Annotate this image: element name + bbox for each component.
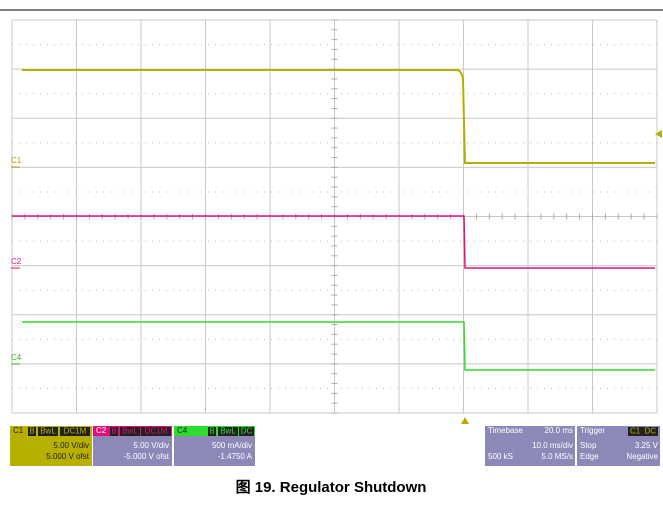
badge-text: B (29, 427, 34, 436)
badge (60, 427, 90, 436)
badge-text: B (111, 427, 116, 436)
trace-label: C2 (11, 257, 22, 266)
badge (38, 427, 58, 436)
trigger-type: Edge (580, 452, 599, 461)
badge (110, 427, 118, 436)
trigger-slope: Negative (626, 452, 658, 461)
trigger-channel: C1 (630, 427, 641, 436)
badge (218, 427, 238, 436)
trace-c4 (22, 321, 655, 371)
badge-text: BwL (220, 427, 236, 436)
timebase-label: Timebase (488, 426, 523, 435)
badge-text: DC (241, 427, 253, 436)
channel-offset: -1.4750 A (218, 452, 253, 461)
trace-c2 (12, 215, 655, 269)
caption: 图 19. Regulator Shutdown (236, 479, 427, 496)
trace-label: C1 (11, 156, 22, 165)
badge (208, 427, 216, 436)
badge (239, 427, 254, 436)
badge (120, 427, 140, 436)
trace-c1 (22, 69, 655, 164)
trace-label: C4 (11, 353, 22, 362)
timebase-rate: 5.0 MS/s (541, 452, 573, 461)
timebase-scale: 10.0 ms/div (532, 441, 573, 450)
badge-text: BwL (122, 427, 138, 436)
channel-offset: -5.000 V ofst (124, 452, 170, 461)
channel-scale: 5.00 V/div (133, 441, 169, 450)
badge (141, 427, 171, 436)
trigger-label: Trigger (580, 426, 605, 435)
channel-scale: 500 mA/div (212, 441, 252, 450)
trigger-coupling: DC (644, 427, 656, 436)
channel-label: C1 (13, 426, 24, 435)
timebase-delay: 20.0 ms (545, 426, 573, 435)
badge (28, 427, 36, 436)
timebase-samples: 500 kS (488, 452, 513, 461)
trigger-mode: Stop (580, 441, 597, 450)
trigger-level: 3.25 V (635, 441, 659, 450)
badge-text: BwL (40, 427, 56, 436)
channel-label: C2 (96, 426, 107, 435)
badge (628, 427, 658, 436)
trigger-time-marker (461, 417, 469, 424)
channel-scale: 5.00 V/div (53, 441, 89, 450)
timebase-box (485, 426, 575, 466)
channel-label: C4 (177, 426, 188, 435)
badge-text: DC1M (145, 427, 168, 436)
trigger-level-marker (655, 130, 662, 138)
badge-text: B (209, 427, 214, 436)
channel-offset: 5.000 V ofst (46, 452, 89, 461)
badge-text: DC1M (64, 427, 87, 436)
